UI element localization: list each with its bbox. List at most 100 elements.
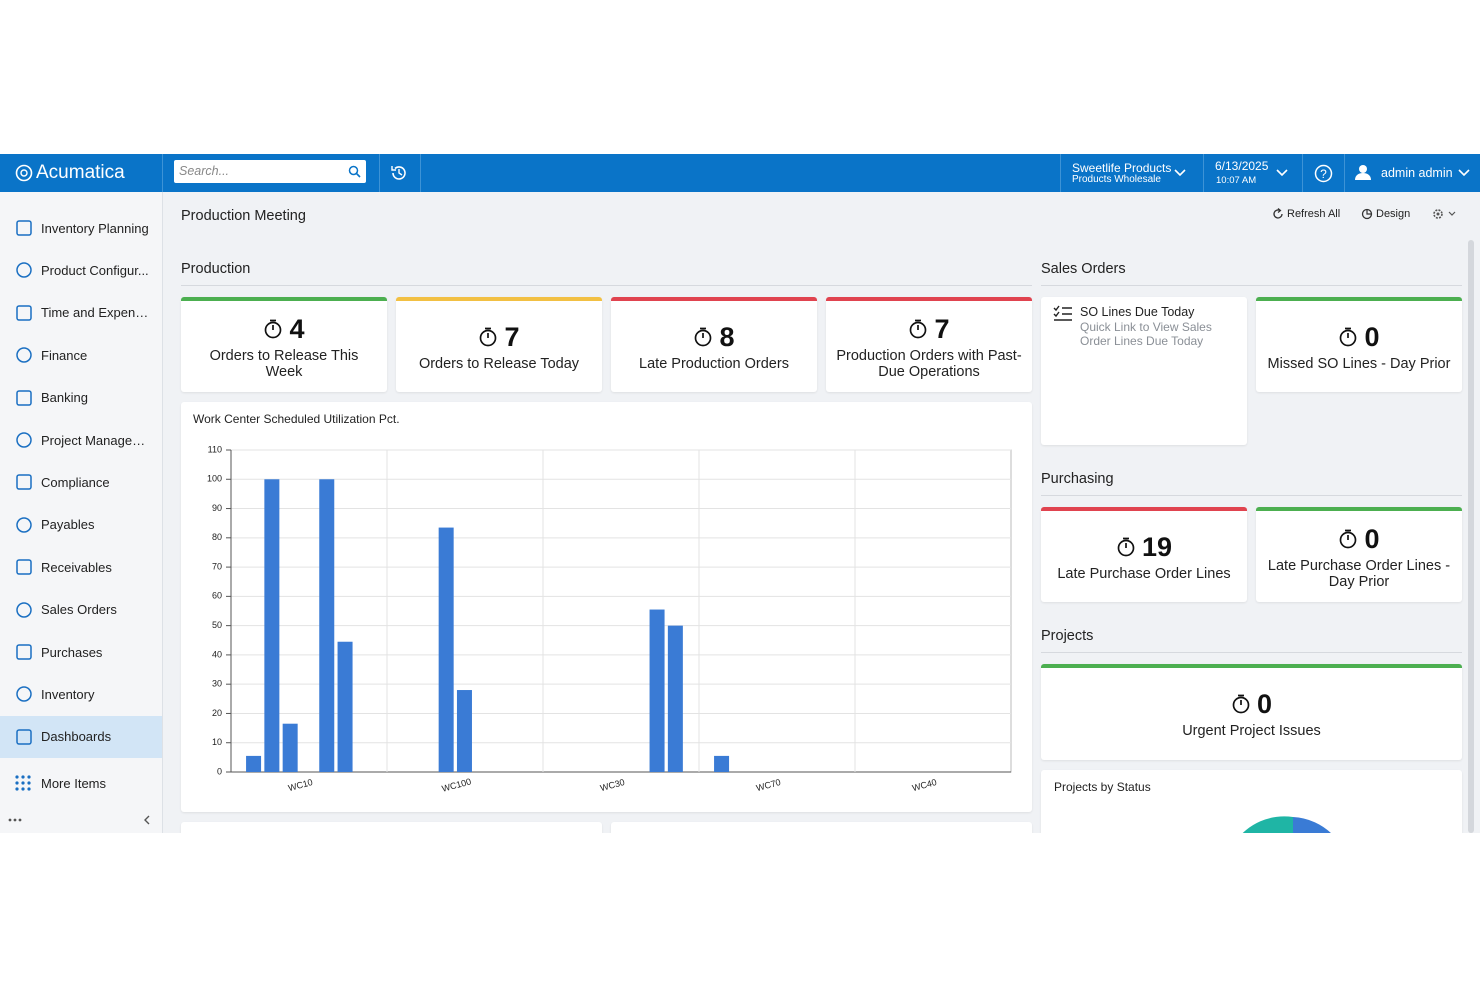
company[interactable]: Sweetlife Products xyxy=(1072,161,1172,175)
kpi-value: 19 xyxy=(1141,531,1173,562)
bar xyxy=(264,479,280,772)
y-tick-label: 110 xyxy=(208,444,222,454)
history-button[interactable] xyxy=(390,164,408,182)
bar xyxy=(337,641,353,772)
icon-shape xyxy=(1122,537,1129,548)
nav-item[interactable]: Payables xyxy=(0,504,162,546)
kpi-tile[interactable]: 0 Missed SO Lines - Day Prior xyxy=(1256,297,1462,392)
nav-label: Compliance xyxy=(41,474,110,490)
nav-label: Finance xyxy=(41,347,88,363)
nav-item[interactable]: Finance xyxy=(0,334,162,376)
nav-label: Inventory xyxy=(41,686,95,702)
y-tick-label: 20 xyxy=(212,708,222,718)
bar xyxy=(667,625,683,772)
section-title: Purchasing xyxy=(1041,471,1114,487)
tile-icon xyxy=(1340,327,1357,346)
more-items[interactable]: More Items xyxy=(0,762,162,804)
icon-shape xyxy=(915,319,922,330)
icon-shape xyxy=(16,474,32,491)
user-name[interactable]: admin admin xyxy=(1381,166,1453,180)
settings-button[interactable] xyxy=(1432,208,1458,220)
nav-label: Purchases xyxy=(41,644,103,660)
nav-icon xyxy=(16,517,32,533)
y-tick-label: 60 xyxy=(212,591,222,601)
kpi-value-row: 19 xyxy=(1116,532,1172,562)
nav-icon xyxy=(16,220,32,236)
nav-label: Sales Orders xyxy=(41,602,117,618)
kpi-tile[interactable]: 7 Orders to Release Today xyxy=(396,297,602,392)
nav-icon xyxy=(16,729,32,745)
nav-icon xyxy=(16,601,32,618)
icon-shape xyxy=(16,389,32,406)
refresh-all[interactable]: Refresh All xyxy=(1287,208,1341,220)
bar xyxy=(438,527,454,772)
tile-icon xyxy=(1232,694,1250,714)
logo-icon xyxy=(15,164,33,182)
icon-shape xyxy=(910,321,927,338)
nav-item[interactable]: Project Managem... xyxy=(0,419,162,461)
icon-shape xyxy=(16,262,32,279)
x-tick-label: WC70 xyxy=(755,777,782,793)
y-tick-label: 50 xyxy=(212,620,222,630)
kpi-value: 0 xyxy=(1364,321,1380,352)
kpi-label: Orders to Release Today xyxy=(418,355,580,372)
nav-item[interactable]: Time and Expenses xyxy=(0,292,162,334)
kpi-label: Production Orders with Past-Due Operatio… xyxy=(836,347,1022,380)
sidebar-footer xyxy=(8,815,150,825)
kpi-value: 7 xyxy=(504,321,520,352)
y-tick-label: 10 xyxy=(212,737,222,747)
nav-item[interactable]: Inventory xyxy=(0,673,162,715)
design[interactable]: Design xyxy=(1376,208,1411,220)
logo: Acumatica xyxy=(36,162,125,183)
kpi-tile[interactable]: 0 Urgent Project Issues xyxy=(1041,664,1462,760)
nav-item[interactable]: Banking xyxy=(0,377,162,419)
nav-item[interactable]: Dashboards xyxy=(0,715,162,758)
nav-item[interactable]: Sales Orders xyxy=(0,589,162,631)
more-icon xyxy=(15,775,31,791)
x-tick-label: WC10 xyxy=(287,777,314,793)
svg-text:?: ? xyxy=(1320,167,1327,181)
nav-item[interactable]: Product Configur... xyxy=(0,249,162,291)
date[interactable]: 6/13/2025 xyxy=(1215,159,1269,173)
nav-item[interactable]: Compliance xyxy=(0,461,162,503)
kpi-value-row: 7 xyxy=(908,314,950,344)
nav-item[interactable]: Purchases xyxy=(0,631,162,673)
nav-label: Payables xyxy=(41,517,95,533)
quick-link-title: SO Lines Due Today xyxy=(1080,305,1195,319)
nav-label: Banking xyxy=(41,390,88,406)
icon-shape xyxy=(1340,329,1357,346)
icon-shape xyxy=(16,729,32,745)
help-button[interactable]: ? xyxy=(1314,164,1333,183)
nav-icon xyxy=(16,432,32,448)
kpi-tile[interactable]: 8 Late Production Orders xyxy=(611,297,817,392)
nav-icon xyxy=(16,305,32,321)
search-box[interactable]: Search... xyxy=(174,160,366,183)
kpi-tile[interactable]: 0 Late Purchase Order Lines - Day Prior xyxy=(1256,507,1462,602)
top-bar: Acumatica Search... Sweetlife Products P… xyxy=(0,154,1480,192)
nav-label: Product Configur... xyxy=(41,262,149,278)
kpi-value: 0 xyxy=(1364,523,1380,554)
y-tick-label: 30 xyxy=(212,679,222,689)
kpi-label: Late Purchase Order Lines xyxy=(1057,565,1231,582)
kpi-tile[interactable]: 7 Production Orders with Past-Due Operati… xyxy=(826,297,1032,392)
nav-icon xyxy=(16,474,32,491)
nav-item[interactable]: Inventory Planning xyxy=(0,207,162,249)
icon-shape xyxy=(16,347,32,363)
scrollbar[interactable] xyxy=(1468,240,1474,833)
kpi-tile[interactable]: 4 Orders to Release This Week xyxy=(181,297,387,392)
kpi-label: Late Production Orders xyxy=(639,355,789,372)
kpi-tile[interactable]: 19 Late Purchase Order Lines xyxy=(1041,507,1247,602)
kpi-value-row: 7 xyxy=(478,321,520,352)
y-tick-label: 80 xyxy=(212,532,222,542)
tile-icon xyxy=(265,319,282,338)
bar xyxy=(714,755,730,772)
bar xyxy=(319,479,335,772)
nav-label: Time and Expenses xyxy=(41,305,153,321)
tile-icon xyxy=(695,327,712,346)
nav-label: Project Managem... xyxy=(41,432,153,448)
kpi-label: Missed SO Lines - Day Prior xyxy=(1267,355,1451,372)
nav-item[interactable]: Receivables xyxy=(0,546,162,588)
quick-link-card[interactable]: SO Lines Due Today Quick Link to View Sa… xyxy=(1041,297,1247,445)
section-rule xyxy=(1041,495,1462,496)
